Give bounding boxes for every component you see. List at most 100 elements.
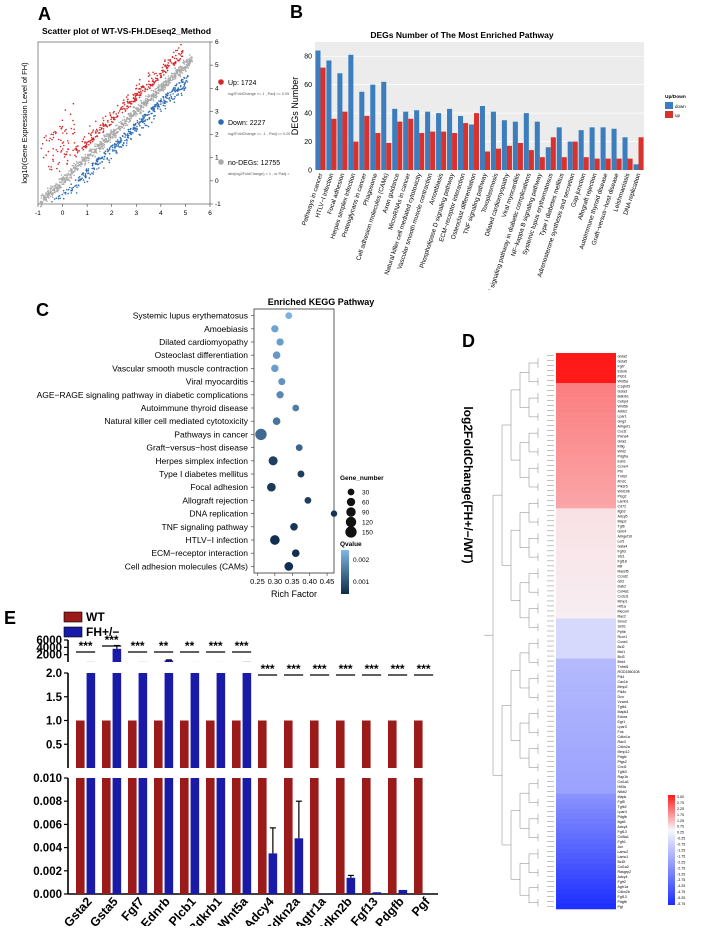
heatmap-cell bbox=[556, 508, 616, 513]
gene-label: Cdkn2a bbox=[618, 745, 630, 749]
up-point bbox=[55, 133, 57, 135]
heatmap-cell bbox=[556, 784, 616, 789]
bar-down bbox=[546, 147, 551, 170]
down-point bbox=[99, 162, 101, 164]
down-point bbox=[137, 122, 139, 124]
down-point bbox=[172, 93, 174, 95]
up-point bbox=[181, 56, 183, 58]
gene-label: Gng2 bbox=[618, 419, 627, 423]
gene-label: Nfkb2 bbox=[618, 790, 627, 794]
down-point bbox=[111, 158, 113, 160]
down-point bbox=[185, 87, 187, 89]
legend-label-down: down bbox=[675, 104, 686, 109]
down-point bbox=[164, 105, 166, 107]
nodeg-point bbox=[130, 118, 132, 120]
nodeg-point bbox=[119, 128, 121, 130]
up-point bbox=[103, 120, 105, 122]
up-point bbox=[180, 44, 182, 46]
bar-fh bbox=[217, 778, 226, 894]
bubble bbox=[271, 365, 278, 372]
up-point bbox=[111, 121, 113, 123]
nodeg-point bbox=[88, 150, 90, 152]
up-point bbox=[71, 128, 73, 130]
down-point bbox=[74, 185, 76, 187]
category-label: Gsta5 bbox=[87, 895, 121, 926]
nodeg-point bbox=[174, 76, 176, 78]
down-point bbox=[141, 120, 143, 122]
gene-label: Kitlg bbox=[618, 444, 625, 448]
up-point bbox=[70, 113, 72, 115]
up-point bbox=[60, 140, 62, 142]
down-point bbox=[167, 92, 169, 94]
nodeg-point bbox=[128, 113, 130, 115]
gene-label: Fgfr1 bbox=[618, 840, 626, 844]
nodeg-point bbox=[156, 96, 158, 98]
up-point bbox=[146, 84, 148, 86]
bar-fh bbox=[295, 838, 304, 894]
down-point bbox=[173, 87, 175, 89]
nodeg-point bbox=[66, 178, 68, 180]
up-point bbox=[165, 64, 167, 66]
nodeg-point bbox=[95, 149, 97, 151]
up-point bbox=[167, 70, 169, 72]
y-tick-label: 0.006 bbox=[33, 819, 62, 831]
up-point bbox=[107, 120, 109, 122]
up-point bbox=[163, 64, 165, 66]
bar-up bbox=[397, 122, 402, 170]
down-point bbox=[136, 126, 138, 128]
nodeg-point bbox=[143, 111, 145, 113]
up-point bbox=[143, 86, 145, 88]
down-point bbox=[118, 144, 120, 146]
nodeg-point bbox=[85, 156, 87, 158]
nodeg-point bbox=[71, 169, 73, 171]
nodeg-point bbox=[155, 92, 157, 94]
heatmap-cell bbox=[556, 864, 616, 869]
nodeg-point bbox=[184, 68, 186, 70]
up-point bbox=[172, 56, 174, 58]
down-point bbox=[91, 173, 93, 175]
up-point bbox=[127, 99, 129, 101]
up-point bbox=[58, 139, 60, 141]
up-point bbox=[122, 112, 124, 114]
color-legend-title: Qvalue bbox=[340, 541, 362, 548]
nodeg-point bbox=[120, 121, 122, 123]
x-axis-label: Rich Factor bbox=[271, 589, 317, 598]
bar-down bbox=[590, 127, 595, 170]
nodeg-point bbox=[106, 135, 108, 137]
nodeg-point bbox=[90, 153, 92, 155]
bubble bbox=[292, 549, 300, 557]
nodeg-point bbox=[171, 73, 173, 75]
down-point bbox=[138, 123, 140, 125]
down-point bbox=[118, 141, 120, 143]
down-point bbox=[69, 187, 71, 189]
heatmap-cell bbox=[556, 458, 616, 463]
heatmap-cell bbox=[556, 388, 616, 393]
y-tick-label: 5 bbox=[215, 62, 219, 69]
heatmap-cell bbox=[556, 829, 616, 834]
down-point bbox=[65, 192, 67, 194]
down-point bbox=[103, 167, 105, 169]
nodeg-point bbox=[168, 80, 170, 82]
nodeg-point bbox=[141, 103, 143, 105]
up-point bbox=[62, 148, 64, 150]
x-tick-label: 2 bbox=[110, 210, 114, 217]
bar-up bbox=[452, 133, 457, 170]
pathway-label: Amoebiasis bbox=[204, 324, 248, 334]
gene-label: Rap1b bbox=[618, 775, 629, 779]
heatmap-cell bbox=[556, 649, 616, 654]
up-point bbox=[82, 141, 84, 143]
heatmap-cell bbox=[556, 368, 616, 373]
bubble bbox=[276, 338, 283, 345]
up-point bbox=[51, 139, 53, 141]
nodeg-point bbox=[46, 193, 48, 195]
nodeg-point bbox=[126, 121, 128, 123]
down-point bbox=[112, 149, 114, 151]
nodeg-point bbox=[99, 141, 101, 143]
bar-up bbox=[430, 132, 435, 170]
nodeg-point bbox=[138, 104, 140, 106]
nodeg-point bbox=[77, 168, 79, 170]
gene-label: Itm2c bbox=[618, 479, 627, 483]
down-point bbox=[73, 187, 75, 189]
down-point bbox=[148, 114, 150, 116]
